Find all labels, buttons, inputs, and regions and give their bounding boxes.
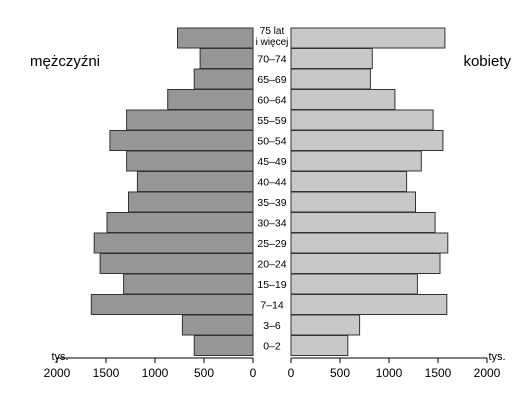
- female-bar-5: [290, 232, 449, 254]
- female-series-label: kobiety: [463, 53, 511, 70]
- female-bar-13: [290, 68, 371, 90]
- right-x-tick-label-2: 1000: [376, 366, 403, 380]
- female-bar-2: [290, 294, 448, 315]
- age-label-10: 50–54: [257, 136, 286, 148]
- female-bar-14: [290, 48, 373, 69]
- right-x-tick-label-3: 500: [330, 366, 350, 380]
- age-label-15-line-0: 75 lat: [260, 26, 285, 37]
- left-x-tick-label-3: 500: [194, 366, 214, 380]
- male-bar-13: [193, 68, 254, 90]
- age-label-7: 35–39: [257, 197, 286, 209]
- female-bar-9: [290, 150, 422, 172]
- age-label-14: 70–74: [257, 54, 286, 66]
- age-label-1: 3–6: [263, 320, 281, 332]
- male-series-label: mężczyźni: [30, 53, 100, 70]
- male-bar-6: [106, 212, 254, 233]
- right-x-tick-label-0: 2000: [474, 366, 501, 380]
- age-label-13: 65–69: [257, 74, 286, 86]
- female-bar-11: [290, 109, 434, 131]
- male-bar-12: [167, 89, 254, 110]
- age-label-9: 45–49: [257, 156, 286, 168]
- female-bar-4: [290, 253, 441, 274]
- age-label-6: 30–34: [257, 218, 286, 230]
- male-bar-5: [93, 232, 254, 254]
- male-bar-4: [99, 253, 254, 274]
- left-x-tick-label-0: 2000: [44, 366, 71, 380]
- age-label-0: 0–2: [263, 341, 281, 353]
- age-label-11: 55–59: [257, 115, 286, 127]
- male-bar-2: [90, 294, 254, 315]
- female-bar-15: [290, 27, 446, 49]
- age-label-8: 40–44: [257, 177, 286, 189]
- female-bar-3: [290, 273, 418, 295]
- female-bar-6: [290, 212, 436, 233]
- left-x-tick-label-4: 0: [250, 366, 257, 380]
- female-bar-1: [290, 314, 361, 336]
- female-bar-0: [290, 335, 349, 356]
- female-bar-12: [290, 89, 396, 110]
- male-bar-9: [126, 150, 254, 172]
- male-bar-1: [181, 314, 254, 336]
- female-bar-7: [290, 191, 416, 213]
- male-bar-14: [199, 48, 254, 69]
- right-x-tick-label-4: 0: [288, 366, 295, 380]
- left-x-tick-label-2: 1000: [142, 366, 169, 380]
- male-bar-11: [126, 109, 254, 131]
- male-bar-0: [193, 335, 254, 356]
- female-bar-8: [290, 171, 408, 192]
- age-label-5: 25–29: [257, 238, 286, 250]
- left-axis-unit-label: tys.: [51, 351, 68, 363]
- male-bar-8: [136, 171, 254, 192]
- age-label-2: 7–14: [260, 300, 284, 312]
- age-label-12: 60–64: [257, 95, 286, 107]
- male-bar-3: [123, 273, 254, 295]
- male-bars: [90, 27, 254, 356]
- age-label-15-line-1: i więcej: [256, 37, 289, 48]
- male-bar-10: [109, 130, 254, 151]
- left-x-tick-label-1: 1500: [93, 366, 120, 380]
- age-label-4: 20–24: [257, 259, 286, 271]
- age-group-labels: 0–2 3–6 7–14 15–19 20–24 25–29 30–34 35–39 40–44…: [256, 26, 289, 353]
- female-bars: [290, 27, 449, 356]
- age-label-3: 15–19: [257, 279, 286, 291]
- right-x-tick-label-1: 1500: [425, 366, 452, 380]
- male-bar-7: [128, 191, 254, 213]
- male-bar-15: [177, 27, 254, 49]
- female-bar-10: [290, 130, 444, 151]
- x-axes: 2000 2000 1500 1500 1000 1000 500 500 0 0: [44, 357, 501, 380]
- right-axis-unit-label: tys.: [488, 351, 505, 363]
